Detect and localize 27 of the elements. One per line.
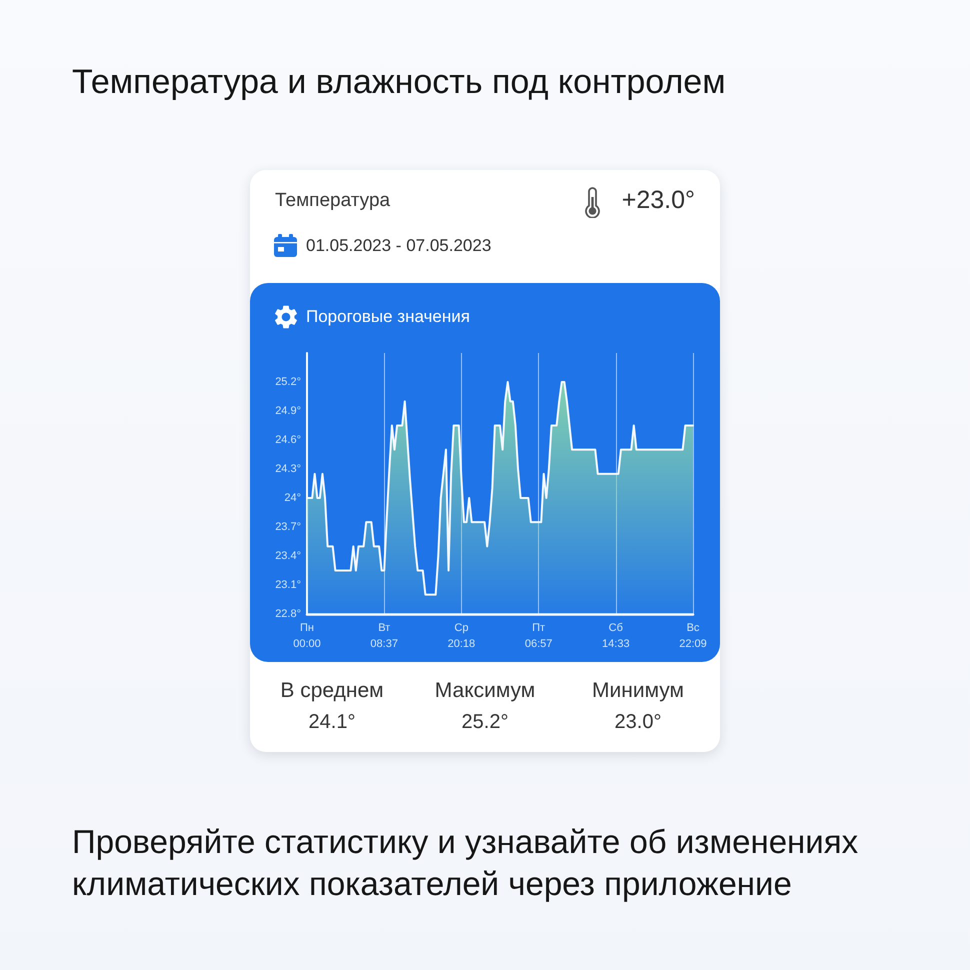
y-tick-label: 24.9° bbox=[275, 405, 301, 417]
x-tick-label: Сб 14:33 bbox=[602, 622, 630, 650]
y-tick-label: 24.3° bbox=[275, 463, 301, 475]
x-tick-label: Ср 20:18 bbox=[448, 622, 476, 650]
text: 01.05.2023 - 07.05.2023 bbox=[306, 236, 492, 256]
text: 23.0° bbox=[614, 711, 662, 734]
x-tick-label: Пн 00:00 bbox=[293, 622, 321, 650]
y-tick-label: 24.6° bbox=[275, 434, 301, 446]
text: Минимум bbox=[591, 679, 685, 703]
text: 25.2° bbox=[460, 711, 510, 734]
text: Максимум bbox=[434, 679, 536, 703]
y-tick-label: 23.7° bbox=[275, 521, 301, 533]
text: Пороговые значения bbox=[306, 307, 470, 327]
y-tick-label: 25.2° bbox=[275, 376, 301, 388]
text: Проверяйте статистику и узнавайте об изменениях климатических показателей через приложение bbox=[72, 822, 860, 904]
text: 24.1° bbox=[308, 711, 356, 734]
text: +23.0° bbox=[622, 186, 695, 215]
y-tick-label: 24° bbox=[284, 492, 301, 504]
y-tick-label: 23.1° bbox=[275, 579, 301, 591]
y-tick-label: 23.4° bbox=[275, 550, 301, 562]
chart-subtitle: Температура bbox=[275, 190, 390, 212]
x-tick-label: Вс 22:09 bbox=[679, 622, 707, 650]
chart-title: Температура и влажность под контролем bbox=[72, 63, 726, 102]
y-tick-label: 22.8° bbox=[275, 608, 301, 620]
text: В среднем bbox=[279, 679, 385, 703]
x-tick-label: Пт 06:57 bbox=[524, 622, 552, 650]
x-tick-label: Вт 08:37 bbox=[370, 622, 398, 650]
